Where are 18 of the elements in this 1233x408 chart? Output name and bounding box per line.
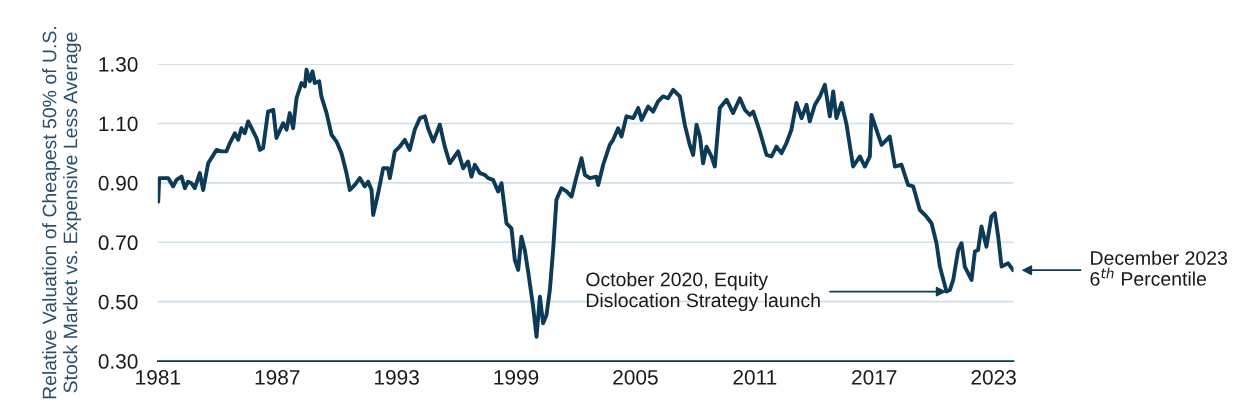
x-tick-label: 2023 [971, 369, 1016, 385]
y-tick-label: 0.50 [98, 294, 138, 310]
x-tick-label: 1993 [375, 369, 419, 385]
annotation: October 2020, Equity Dislocation Strategy launch [586, 272, 820, 312]
line-series [157, 67, 1014, 339]
text: December 2023 6$^{th}$ Percentile [1090, 250, 1228, 286]
y-tick-label: 1.30 [99, 57, 138, 72]
x-tick-label: 1999 [494, 369, 539, 385]
y-axis-title: Relative Valuation of Cheapest 50% of U.S. Stock Market vs. Expensive Less Average [42, 26, 82, 399]
x-tick-label: 2005 [613, 369, 658, 385]
x-tick-label: 2017 [852, 369, 897, 385]
y-tick-label: 0.70 [98, 235, 138, 251]
y-tick-label: 1.10 [99, 116, 138, 132]
y-tick-label: 0.30 [98, 354, 138, 369]
y-tick-label: 0.90 [98, 175, 138, 191]
x-tick-label: 1981 [136, 369, 180, 385]
x-tick-label: 1987 [255, 369, 300, 385]
x-tick-label: 2011 [733, 369, 777, 385]
